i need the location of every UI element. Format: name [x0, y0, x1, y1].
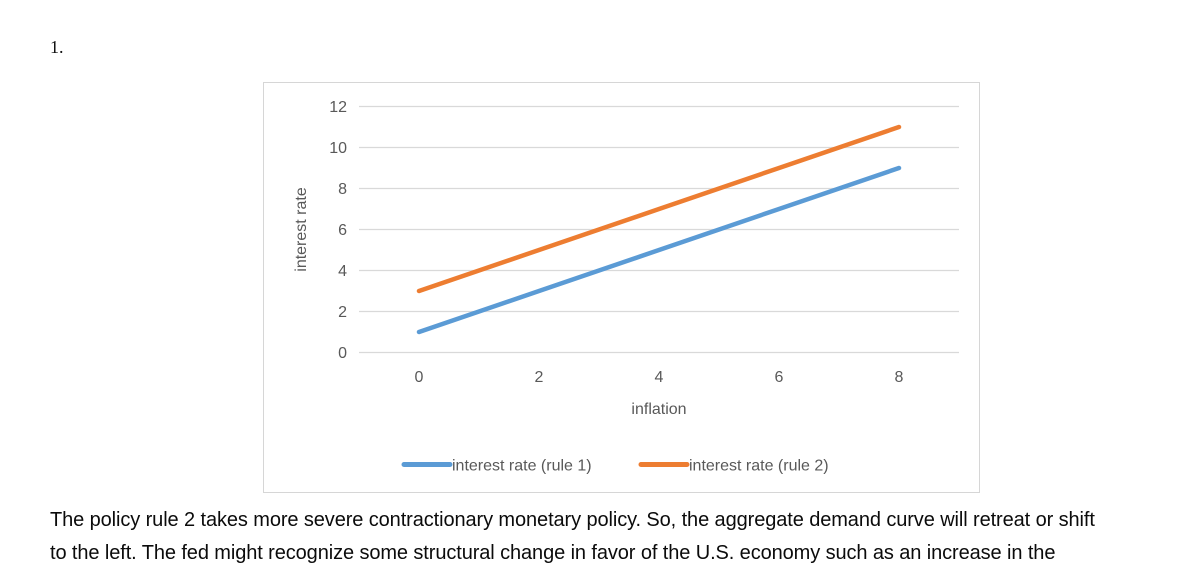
x-tick-label-8: 8 [895, 369, 904, 386]
y-tick-label-12: 12 [329, 99, 347, 116]
y-axis-title: interest rate [293, 187, 310, 272]
list-item-number: 1. [50, 37, 64, 57]
y-tick-label-6: 6 [338, 222, 347, 239]
chart-frame: 0 2 4 6 8 10 12 0 2 4 6 8 inflation interest rate inte… [263, 82, 980, 493]
x-axis-title: inflation [631, 401, 686, 418]
legend-label-2: interest rate (rule 2) [689, 458, 829, 475]
y-tick-label-4: 4 [338, 263, 347, 280]
series-line-1 [416, 165, 902, 335]
series-line-2 [416, 124, 902, 294]
y-tick-label-8: 8 [338, 181, 347, 198]
x-tick-label-0: 0 [415, 369, 424, 386]
legend-label-1: interest rate (rule 1) [452, 458, 592, 475]
x-tick-label-4: 4 [655, 369, 664, 386]
answer-paragraph: The policy rule 2 takes more severe cont… [50, 504, 1175, 570]
x-tick-label-2: 2 [535, 369, 544, 386]
y-tick-label-10: 10 [329, 140, 347, 157]
answer-line-1: The policy rule 2 takes more severe cont… [50, 509, 1095, 531]
y-tick-label-0: 0 [338, 345, 347, 362]
answer-line-2: to the left. The fed might recognize som… [50, 542, 1056, 564]
x-tick-label-6: 6 [775, 369, 784, 386]
line-chart: 0 2 4 6 8 10 12 0 2 4 6 8 inflation interest rate inte… [293, 99, 959, 475]
y-tick-label-2: 2 [338, 304, 347, 321]
